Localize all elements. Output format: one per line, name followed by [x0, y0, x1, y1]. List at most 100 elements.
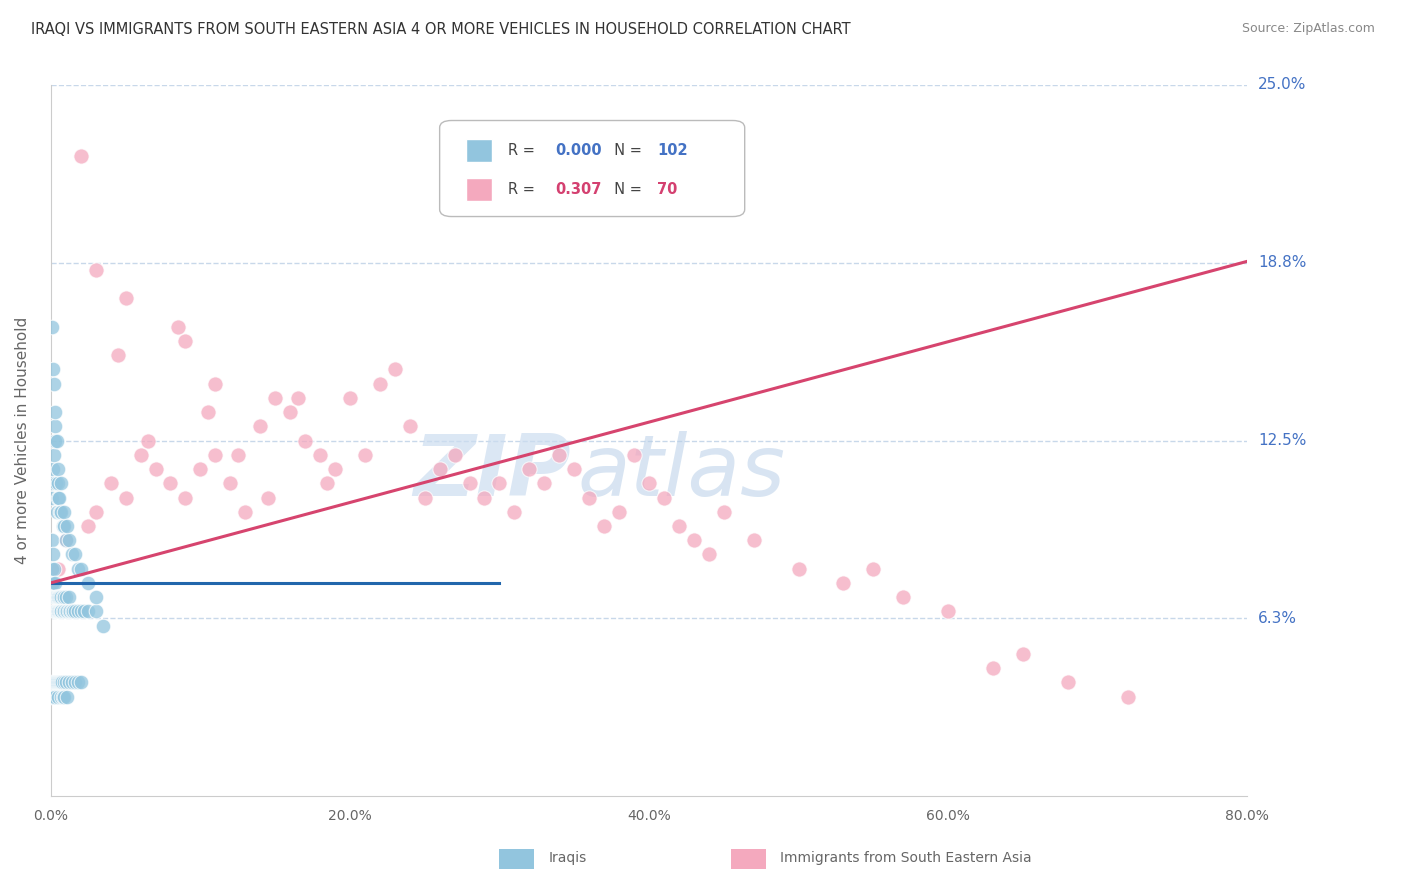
Point	[114, 491, 136, 505]
Point	[55, 675, 77, 690]
Point	[41, 533, 63, 548]
Point	[197, 405, 219, 419]
Point	[66, 562, 89, 576]
Point	[58, 675, 80, 690]
Point	[294, 434, 316, 448]
Point	[51, 675, 73, 690]
Point	[56, 519, 79, 533]
Point	[1116, 690, 1139, 704]
Point	[46, 476, 69, 491]
Point	[56, 604, 79, 618]
Point	[41, 690, 63, 704]
FancyBboxPatch shape	[440, 120, 745, 217]
Point	[503, 505, 526, 519]
Point	[84, 505, 107, 519]
Point	[69, 562, 91, 576]
Point	[55, 590, 77, 604]
Point	[41, 575, 63, 590]
Point	[60, 604, 83, 618]
Point	[44, 419, 66, 434]
Point	[45, 505, 67, 519]
Text: IRAQI VS IMMIGRANTS FROM SOUTH EASTERN ASIA 4 OR MORE VEHICLES IN HOUSEHOLD CORR: IRAQI VS IMMIGRANTS FROM SOUTH EASTERN A…	[31, 22, 851, 37]
Point	[136, 434, 159, 448]
Point	[52, 590, 75, 604]
Point	[49, 590, 72, 604]
Point	[488, 476, 510, 491]
Text: atlas: atlas	[578, 431, 785, 514]
Point	[316, 476, 339, 491]
Point	[53, 505, 76, 519]
Point	[58, 604, 80, 618]
Point	[593, 519, 616, 533]
Point	[58, 533, 80, 548]
Point	[46, 590, 69, 604]
Point	[562, 462, 585, 476]
Point	[52, 604, 75, 618]
Point	[59, 604, 82, 618]
Point	[44, 675, 66, 690]
Point	[862, 562, 884, 576]
Point	[41, 562, 63, 576]
Point	[42, 590, 65, 604]
Text: 0.307: 0.307	[555, 182, 602, 197]
Point	[46, 604, 69, 618]
Point	[190, 462, 212, 476]
Point	[682, 533, 704, 548]
Point	[77, 604, 100, 618]
Point	[46, 675, 69, 690]
Point	[474, 491, 496, 505]
Point	[981, 661, 1004, 675]
Point	[368, 376, 391, 391]
Point	[1056, 675, 1078, 690]
Point	[66, 604, 89, 618]
Point	[44, 434, 66, 448]
Point	[69, 149, 91, 163]
Text: 102: 102	[658, 143, 688, 158]
Point	[548, 448, 571, 462]
Text: ZIP: ZIP	[413, 431, 571, 514]
Point	[48, 675, 70, 690]
Point	[46, 604, 69, 618]
Text: R =: R =	[508, 182, 540, 197]
Text: 12.5%: 12.5%	[1258, 434, 1306, 448]
Point	[56, 690, 79, 704]
Text: Immigrants from South Eastern Asia: Immigrants from South Eastern Asia	[780, 851, 1032, 865]
Point	[42, 548, 65, 562]
Point	[638, 476, 661, 491]
Point	[49, 690, 72, 704]
Point	[114, 291, 136, 305]
Point	[63, 548, 86, 562]
Point	[891, 590, 914, 604]
Point	[832, 575, 855, 590]
Point	[45, 590, 67, 604]
Point	[787, 562, 810, 576]
Point	[63, 675, 86, 690]
Text: 6.3%: 6.3%	[1258, 611, 1298, 626]
Point	[53, 590, 76, 604]
Point	[384, 362, 406, 376]
Point	[219, 476, 242, 491]
Text: Iraqis: Iraqis	[548, 851, 586, 865]
Point	[49, 505, 72, 519]
Point	[41, 319, 63, 334]
Point	[45, 675, 67, 690]
Text: 25.0%: 25.0%	[1258, 78, 1306, 93]
Point	[398, 419, 420, 434]
Point	[264, 391, 287, 405]
Point	[49, 675, 72, 690]
Point	[1011, 647, 1033, 661]
Point	[159, 476, 181, 491]
Point	[107, 348, 129, 362]
Point	[49, 604, 72, 618]
Point	[51, 675, 73, 690]
Text: 70: 70	[658, 182, 678, 197]
Point	[256, 491, 278, 505]
Point	[697, 548, 720, 562]
Point	[48, 604, 70, 618]
Point	[44, 604, 66, 618]
Point	[62, 604, 84, 618]
Point	[713, 505, 735, 519]
Point	[52, 690, 75, 704]
Point	[45, 675, 67, 690]
Point	[53, 604, 76, 618]
